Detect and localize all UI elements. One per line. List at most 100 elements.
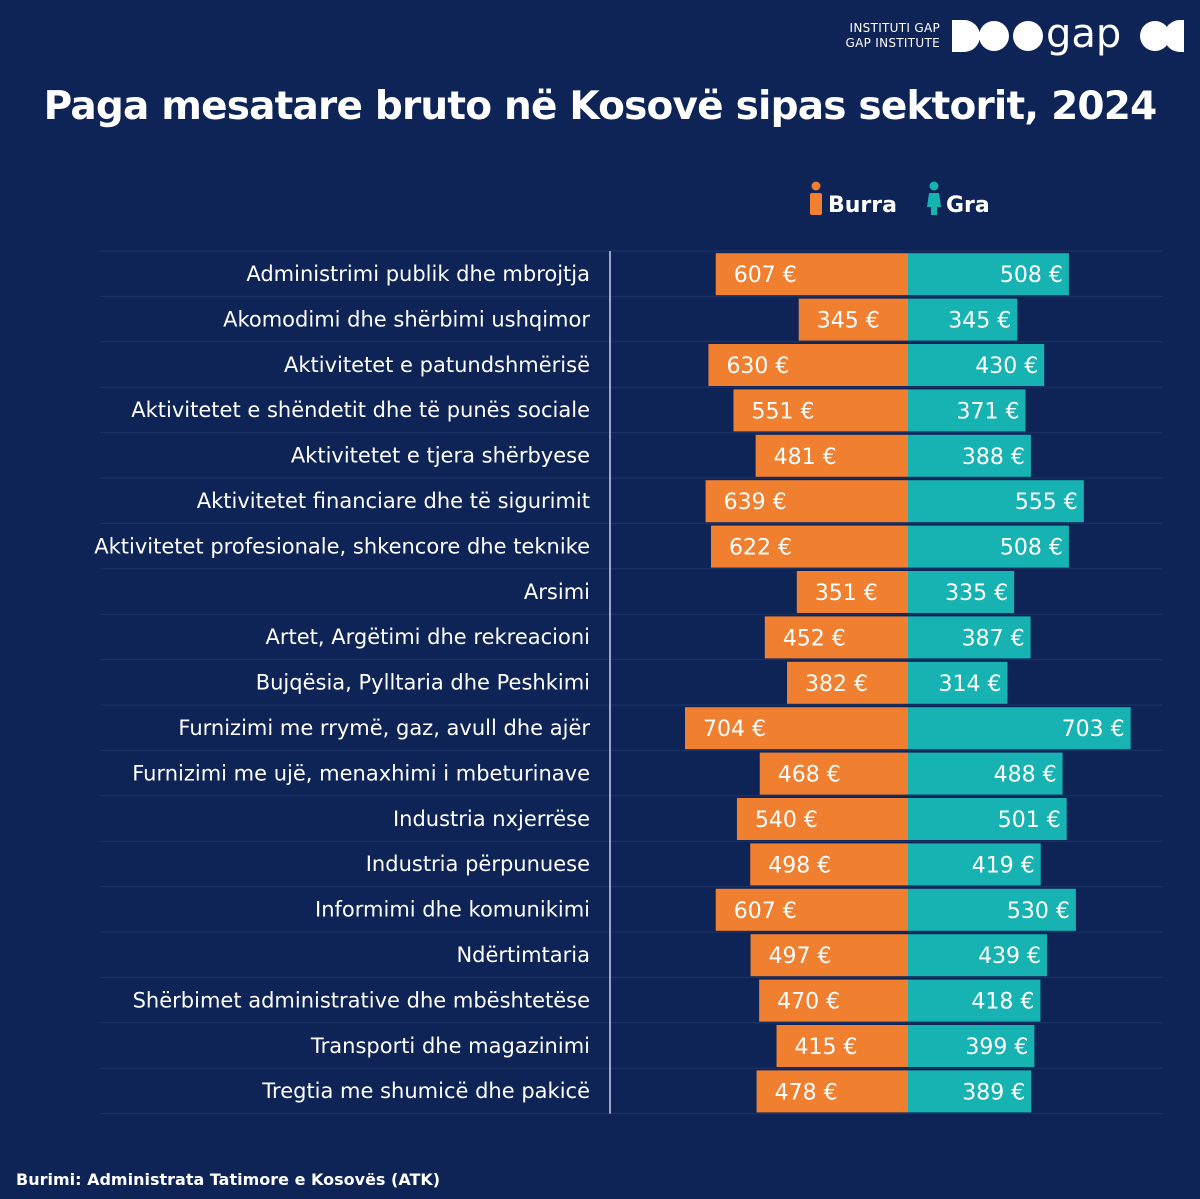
logo-word: gap — [1046, 14, 1121, 57]
data-label-men: 481 € — [774, 445, 837, 470]
bar-women — [908, 888, 1076, 931]
bar-men — [796, 571, 908, 613]
bar-women — [908, 571, 1015, 613]
category-label: Aktivitetet e patundshmërisë — [284, 353, 590, 377]
chart-row: Bujqësia, Pylltaria dhe Peshkimi 382 € 314… — [100, 659, 1162, 704]
bar-women — [908, 525, 1069, 568]
bar-men — [776, 1025, 908, 1067]
data-label-women: 488 € — [994, 763, 1057, 788]
bar-women — [908, 979, 1041, 1022]
chart-row: Aktivitetet financiare dhe të sigurimit 6… — [100, 477, 1162, 523]
category-label: Aktivitetet financiare dhe të sigurimit — [197, 489, 590, 513]
bar-women — [908, 843, 1041, 886]
bar-women — [908, 661, 1008, 704]
logo-dot-1 — [979, 21, 1009, 51]
org-name-albanian: INSTITUTI GAP — [849, 21, 940, 35]
bar-women — [908, 934, 1048, 977]
chart-row: Shërbimet administrative dhe mbështetëse… — [100, 976, 1162, 1022]
bar-women — [908, 752, 1063, 795]
data-label-men: 345 € — [817, 309, 880, 334]
bar-men — [750, 843, 908, 886]
bar-women — [908, 389, 1026, 432]
chart-row: Artet, Argëtimi dhe rekreacioni 452 € 387 … — [100, 613, 1162, 659]
category-label: Aktivitetet e shëndetit dhe të punës soc… — [131, 398, 590, 422]
organization-name: INSTITUTI GAP GAP INSTITUTE — [846, 21, 941, 51]
bar-men — [759, 752, 908, 795]
data-label-women: 388 € — [962, 445, 1025, 470]
chart-row: Aktivitetet e shëndetit dhe të punës soc… — [100, 386, 1162, 432]
category-label: Furnizimi me rrymë, gaz, avull dhe ajër — [178, 716, 590, 740]
bar-men — [705, 480, 908, 523]
data-label-men: 415 € — [795, 1035, 858, 1060]
category-label: Transporti dhe magazinimi — [310, 1034, 590, 1058]
bar-women — [908, 298, 1018, 341]
gap-institute-logo: INSTITUTI GAP GAP INSTITUTE gap — [846, 14, 1187, 58]
category-label: Shërbimet administrative dhe mbështetëse — [133, 988, 590, 1012]
chart-row: Industria nxjerrëse 540 € 501 € — [100, 795, 1162, 840]
category-label: Industria nxjerrëse — [393, 807, 590, 831]
data-label-women: 419 € — [972, 853, 1035, 878]
legend-item-gra: Gra — [927, 181, 990, 218]
bar-women — [908, 798, 1067, 840]
bar-women — [908, 1025, 1035, 1067]
bar-men — [764, 616, 908, 659]
woman-icon — [927, 181, 941, 215]
bar-women — [908, 253, 1069, 296]
data-label-women: 314 € — [938, 672, 1001, 697]
chart-title: Paga mesatare bruto në Kosovë sipas sekt… — [43, 84, 1158, 129]
bar-men — [755, 434, 908, 477]
chart-row: Aktivitetet e patundshmërisë 630 € 430 € — [100, 341, 1162, 386]
bar-men — [798, 298, 908, 341]
bar-men — [708, 344, 908, 386]
chart-row: Informimi dhe komunikimi 607 € 530 € — [100, 886, 1162, 931]
bar-women — [908, 707, 1131, 750]
data-label-men: 630 € — [726, 354, 789, 379]
data-label-women: 399 € — [965, 1035, 1028, 1060]
bar-women — [908, 1070, 1032, 1113]
chart-row: Industria përpunuese 498 € 419 € — [100, 840, 1162, 886]
data-label-men: 382 € — [805, 672, 868, 697]
data-label-women: 555 € — [1015, 490, 1078, 515]
data-label-women: 439 € — [978, 944, 1041, 969]
source-note: Burimi: Administrata Tatimore e Kosovës … — [16, 1170, 441, 1189]
logo-dot-3 — [1140, 21, 1170, 51]
data-label-men: 452 € — [783, 626, 846, 651]
category-label: Aktivitetet e tjera shërbyese — [291, 444, 590, 468]
category-label: Arsimi — [524, 580, 590, 604]
bar-men — [759, 979, 908, 1022]
category-label: Furnizimi me ujë, menaxhimi i mbeturinav… — [132, 761, 590, 785]
bar-men — [715, 253, 908, 296]
data-label-women: 335 € — [945, 581, 1008, 606]
org-name-english: GAP INSTITUTE — [845, 36, 940, 50]
data-label-women: 508 € — [1000, 536, 1063, 561]
bar-women — [908, 434, 1031, 477]
data-label-women: 418 € — [971, 990, 1034, 1015]
bar-women — [908, 616, 1031, 659]
legend-label: Gra — [946, 193, 990, 218]
chart-row: Furnizimi me ujë, menaxhimi i mbeturinav… — [100, 749, 1162, 795]
data-label-women: 345 € — [948, 309, 1011, 334]
data-label-men: 478 € — [775, 1080, 838, 1105]
chart-row: Arsimi 351 € 335 € — [100, 568, 1162, 613]
data-label-women: 371 € — [957, 399, 1020, 424]
chart-row: Transporti dhe magazinimi 415 € 399 € — [100, 1022, 1162, 1067]
chart-row: Ndërtimtaria 497 € 439 € — [100, 931, 1162, 977]
data-label-women: 430 € — [975, 354, 1038, 379]
data-label-women: 508 € — [1000, 263, 1063, 288]
bar-men — [733, 389, 908, 432]
bar-men — [756, 1070, 908, 1113]
bar-women — [908, 480, 1084, 523]
data-label-women: 389 € — [962, 1080, 1025, 1105]
bar-men — [710, 525, 908, 568]
data-label-men: 468 € — [778, 763, 841, 788]
data-label-men: 470 € — [777, 990, 840, 1015]
data-label-women: 530 € — [1007, 899, 1070, 924]
data-label-women: 703 € — [1062, 717, 1125, 742]
bar-men — [786, 661, 908, 704]
category-label: Bujqësia, Pylltaria dhe Peshkimi — [256, 671, 590, 695]
data-label-men: 551 € — [751, 399, 814, 424]
legend-item-burra: Burra — [810, 181, 897, 218]
data-label-men: 540 € — [755, 808, 818, 833]
bar-men — [736, 798, 908, 840]
